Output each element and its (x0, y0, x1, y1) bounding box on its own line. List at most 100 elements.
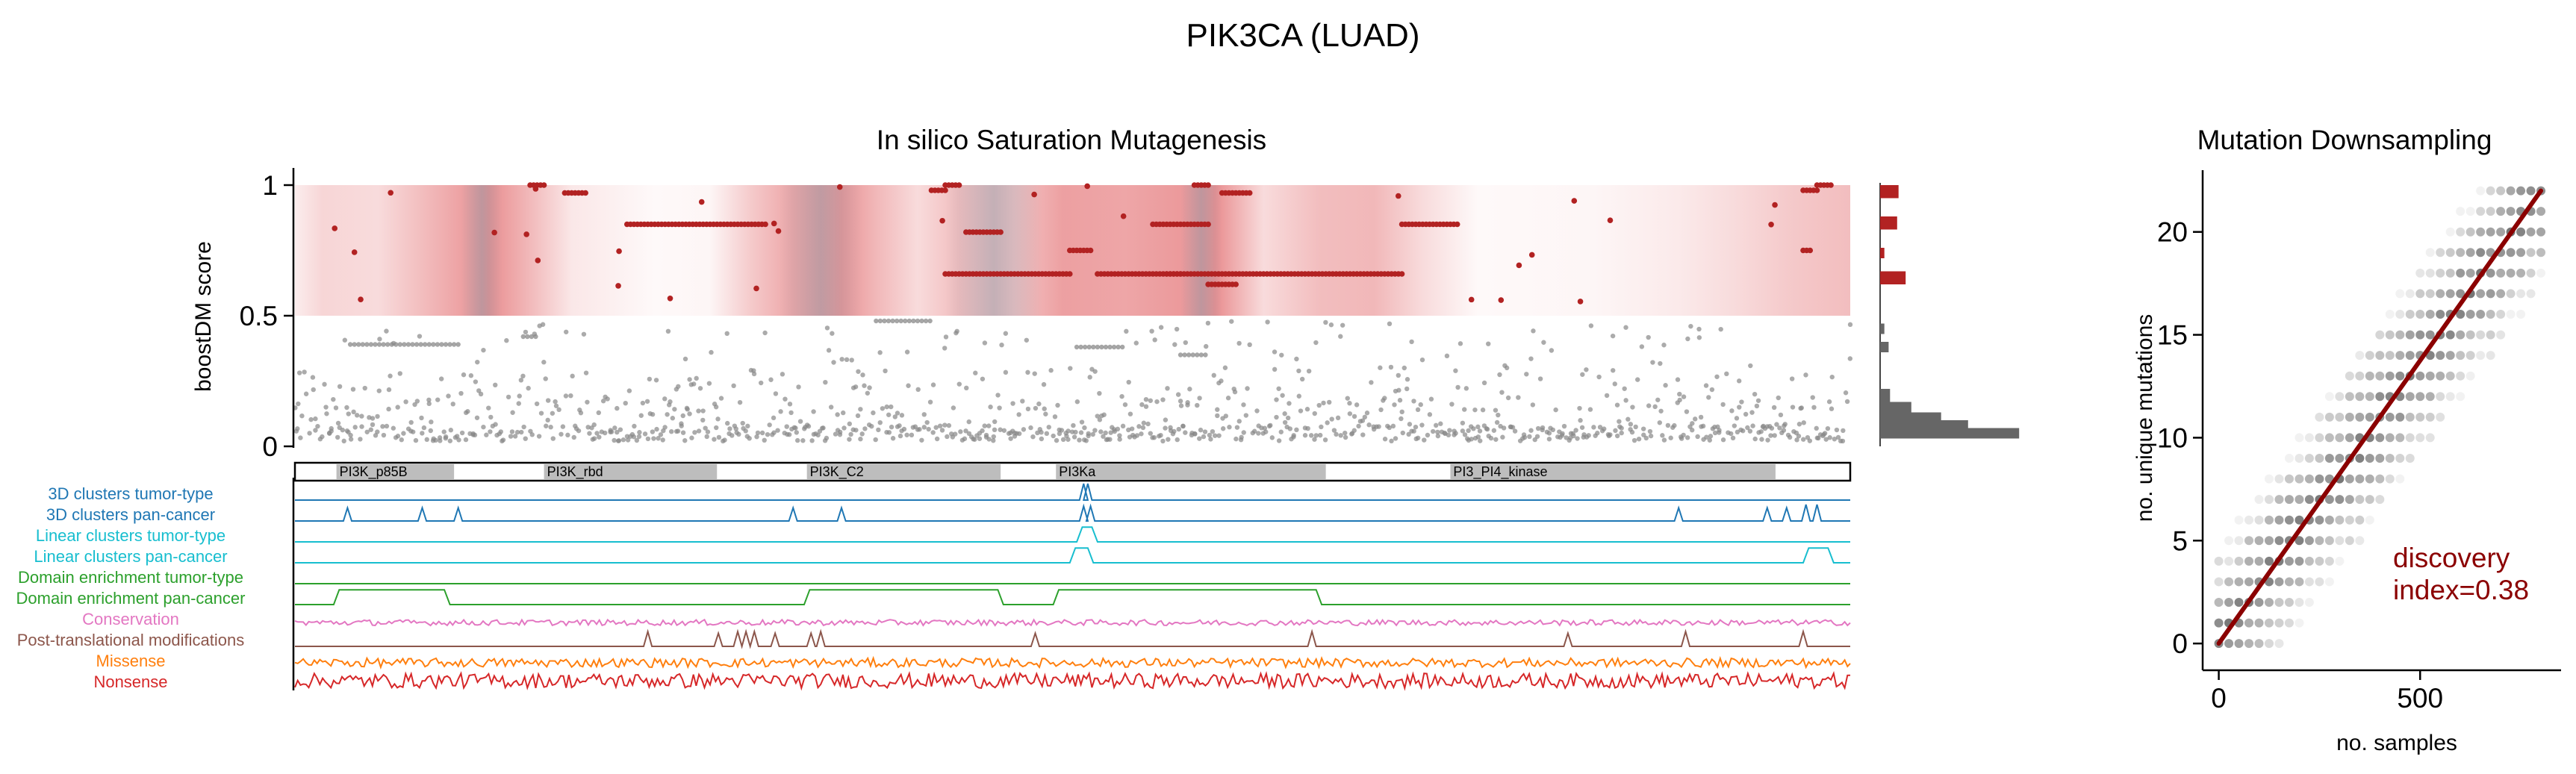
passenger-point (844, 357, 850, 363)
track-line (295, 628, 1850, 649)
passenger-point (1097, 390, 1102, 396)
downsampling-point (2244, 536, 2254, 546)
passenger-point (1435, 429, 1440, 435)
passenger-point (486, 405, 491, 411)
passenger-point (759, 430, 765, 436)
passenger-point (1322, 437, 1328, 443)
driver-point (616, 248, 622, 255)
passenger-point (1740, 428, 1746, 434)
passenger-point (904, 349, 910, 355)
passenger-point (560, 424, 566, 429)
passenger-point (1122, 402, 1128, 408)
passenger-point (1141, 420, 1147, 425)
passenger-point (540, 322, 546, 327)
downsampling-ytick-label: 5 (2172, 525, 2188, 556)
passenger-point (545, 417, 550, 423)
passenger-point (431, 342, 436, 347)
passenger-point (1778, 412, 1784, 418)
passenger-point (1730, 435, 1736, 441)
passenger-point (463, 437, 469, 443)
passenger-point (877, 350, 883, 355)
passenger-point (1197, 436, 1202, 441)
downsampling-point (2355, 474, 2365, 484)
passenger-point (1422, 437, 1427, 443)
score-histogram (1879, 183, 2020, 446)
downsampling-point (2436, 371, 2445, 381)
passenger-point (1207, 432, 1213, 438)
track-label: Linear clusters pan-cancer (34, 547, 227, 566)
passenger-point (615, 429, 620, 435)
passenger-point (1706, 395, 1711, 400)
passenger-point (1527, 434, 1532, 440)
passenger-point (302, 369, 307, 375)
passenger-point (1092, 369, 1098, 374)
passenger-point (853, 428, 859, 433)
passenger-point (585, 425, 591, 430)
passenger-point (337, 384, 343, 390)
downsampling-point (2234, 577, 2244, 587)
passenger-point (298, 435, 303, 440)
passenger-point (1360, 418, 1366, 423)
passenger-point (461, 372, 467, 378)
passenger-point (1462, 407, 1467, 412)
passenger-point (1195, 402, 1200, 408)
passenger-point (1095, 344, 1101, 350)
passenger-point (1652, 404, 1658, 410)
passenger-point (323, 405, 329, 410)
passenger-point (1148, 431, 1153, 436)
passenger-point (835, 412, 840, 417)
passenger-point (1406, 431, 1411, 437)
passenger-point (1822, 431, 1828, 436)
downsampling-title: Mutation Downsampling (2197, 125, 2492, 155)
downsampling-point (2425, 412, 2435, 422)
passenger-point (1092, 428, 1098, 433)
passenger-point (426, 342, 432, 347)
passenger-point (736, 431, 741, 437)
passenger-point (1198, 427, 1204, 433)
downsampling-point (2295, 556, 2304, 566)
driver-point (762, 221, 768, 228)
passenger-point (724, 331, 729, 337)
passenger-point (1579, 425, 1585, 430)
passenger-point (529, 334, 535, 340)
passenger-point (493, 422, 498, 427)
passenger-point (395, 434, 401, 439)
downsampling-point (2395, 351, 2405, 361)
passenger-point (924, 419, 930, 425)
downsampling-point (2274, 515, 2284, 525)
passenger-point (472, 432, 478, 438)
passenger-point (942, 422, 948, 428)
passenger-point (1192, 431, 1198, 437)
passenger-point (1400, 430, 1405, 436)
passenger-point (450, 402, 455, 407)
heat-dark-rect (461, 185, 503, 316)
passenger-point (1177, 352, 1183, 358)
passenger-point (1602, 426, 1607, 431)
passenger-point (1065, 437, 1071, 442)
passenger-point (534, 401, 540, 407)
passenger-point (1148, 398, 1154, 403)
passenger-point (1630, 405, 1635, 410)
passenger-point (1688, 323, 1693, 329)
passenger-point (995, 393, 1001, 398)
downsampling-point (2506, 207, 2516, 216)
passenger-point (669, 428, 674, 434)
downsampling-point (2365, 454, 2374, 464)
passenger-point (1528, 428, 1534, 433)
passenger-point (1335, 415, 1341, 421)
passenger-point (904, 432, 909, 437)
passenger-point (824, 325, 830, 331)
downsampling-point (2476, 248, 2486, 258)
passenger-point (1152, 337, 1157, 343)
passenger-point (634, 437, 640, 443)
passenger-point (1039, 429, 1044, 435)
passenger-point (1810, 395, 1815, 400)
passenger-point (983, 432, 989, 438)
passenger-point (915, 387, 921, 393)
downsampling-point (2264, 598, 2274, 608)
downsampling-point (2445, 392, 2455, 402)
downsampling-point (2284, 515, 2294, 525)
passenger-point (443, 342, 449, 347)
passenger-point (541, 360, 547, 365)
passenger-point (397, 371, 402, 376)
